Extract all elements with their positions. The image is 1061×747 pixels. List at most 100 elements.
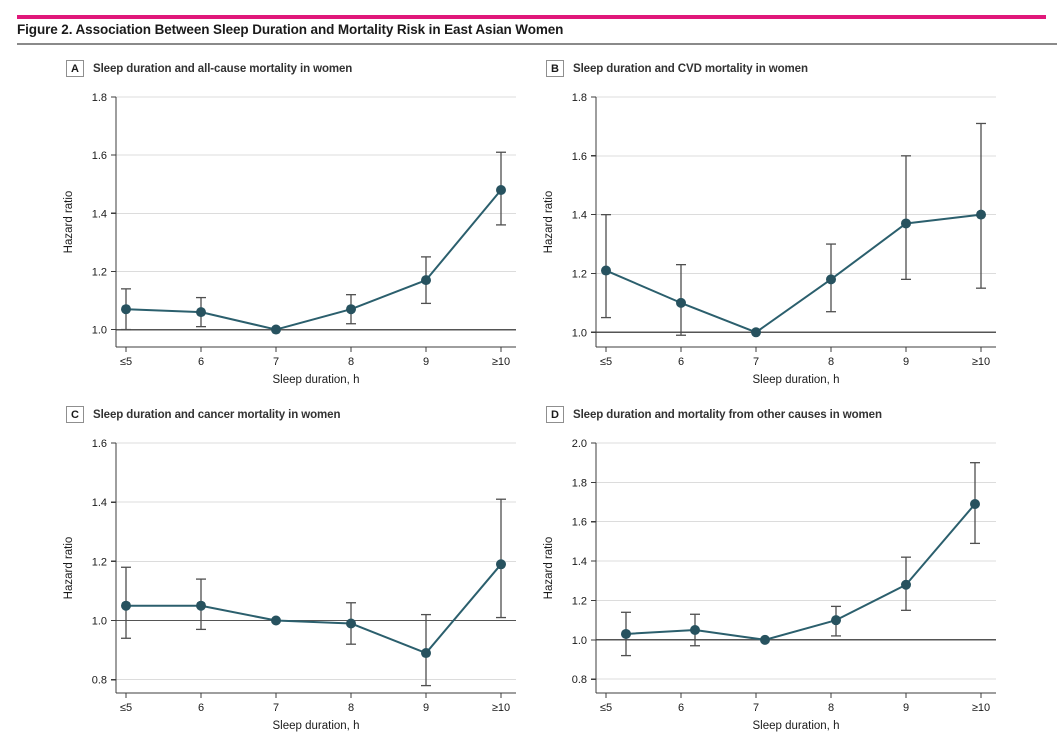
x-tick-label: ≤5 xyxy=(120,702,132,714)
y-tick-label: 1.0 xyxy=(92,325,107,337)
data-point-marker xyxy=(901,579,911,590)
x-axis-title: Sleep duration, h xyxy=(273,374,360,386)
panel-d-letter: D xyxy=(546,406,564,423)
data-point-marker xyxy=(760,634,770,645)
data-point-marker xyxy=(121,600,131,611)
panel-a: A Sleep duration and all-cause mortality… xyxy=(58,56,536,398)
y-tick-label: 1.2 xyxy=(92,266,107,278)
y-tick-label: 1.0 xyxy=(572,635,587,647)
series-line xyxy=(125,189,502,331)
y-tick-label: 1.0 xyxy=(92,616,107,628)
panel-a-letter: A xyxy=(66,60,84,77)
y-tick-label: 1.8 xyxy=(92,92,107,104)
y-axis-title: Hazard ratio xyxy=(543,537,555,600)
panel-c: C Sleep duration and cancer mortality in… xyxy=(58,402,536,744)
data-point-marker xyxy=(346,304,356,315)
x-tick-label: 8 xyxy=(828,356,834,368)
y-tick-label: 0.8 xyxy=(92,675,107,687)
data-point-marker xyxy=(751,327,761,338)
panel-c-chart: 0.8 1.0 1.2 1.4 1.6 ≤5 6 7 8 9 ≥10 Sleep duration, … xyxy=(63,438,516,732)
y-tick-label: 1.4 xyxy=(92,208,107,220)
y-axis-title: Hazard ratio xyxy=(63,537,75,600)
series-line xyxy=(625,503,976,641)
y-tick-label: 1.6 xyxy=(92,150,107,162)
panel-c-header: C Sleep duration and cancer mortality in… xyxy=(66,406,340,423)
panel-a-header: A Sleep duration and all-cause mortality… xyxy=(66,60,352,77)
data-point-marker xyxy=(121,304,131,315)
x-tick-label: 8 xyxy=(348,702,354,714)
x-tick-label: 6 xyxy=(198,702,204,714)
data-point-marker xyxy=(421,275,431,286)
y-tick-label: 1.2 xyxy=(572,595,587,607)
panel-d: D Sleep duration and mortality from othe… xyxy=(538,402,1016,744)
x-tick-label: 6 xyxy=(198,356,204,368)
panel-b-header: B Sleep duration and CVD mortality in wo… xyxy=(546,60,808,77)
y-tick-label: 2.0 xyxy=(572,438,587,450)
y-tick-label: 1.6 xyxy=(92,438,107,450)
data-point-marker xyxy=(496,185,506,196)
x-tick-label: 7 xyxy=(753,356,759,368)
panel-b-chart: 1.0 1.2 1.4 1.6 1.8 ≤5 6 7 8 9 ≥10 Sleep duration, … xyxy=(543,92,996,386)
x-axis-title: Sleep duration, h xyxy=(753,374,840,386)
x-tick-label: 7 xyxy=(273,356,279,368)
x-tick-label: ≥10 xyxy=(492,702,510,714)
y-tick-label: 1.6 xyxy=(572,151,587,163)
y-tick-label: 1.4 xyxy=(572,556,587,568)
accent-rule xyxy=(17,15,1046,19)
y-tick-label: 1.4 xyxy=(572,210,587,222)
panel-a-chart: 1.0 1.2 1.4 1.6 1.8 ≤5 6 7 8 9 ≥10 Sleep duration, … xyxy=(63,92,516,386)
y-tick-label: 1.6 xyxy=(572,517,587,529)
x-tick-label: 6 xyxy=(678,356,684,368)
data-point-marker xyxy=(690,625,700,636)
y-tick-label: 1.4 xyxy=(92,497,107,509)
panel-c-letter: C xyxy=(66,406,84,423)
data-point-marker xyxy=(831,615,841,626)
x-tick-label: 7 xyxy=(753,702,759,714)
x-tick-label: 9 xyxy=(903,702,909,714)
y-tick-label: 1.0 xyxy=(572,327,587,339)
panel-b-title: Sleep duration and CVD mortality in wome… xyxy=(573,62,808,75)
data-point-marker xyxy=(196,307,206,318)
y-tick-label: 1.8 xyxy=(572,477,587,489)
figure-title: Figure 2. Association Between Sleep Dura… xyxy=(17,22,564,37)
panel-b: B Sleep duration and CVD mortality in wo… xyxy=(538,56,1016,398)
x-tick-label: 6 xyxy=(678,702,684,714)
data-point-marker xyxy=(196,600,206,611)
x-tick-label: ≤5 xyxy=(120,356,132,368)
y-axis-title: Hazard ratio xyxy=(543,191,555,254)
data-point-marker xyxy=(346,618,356,629)
y-tick-label: 1.2 xyxy=(572,268,587,280)
x-tick-label: ≥10 xyxy=(492,356,510,368)
y-tick-label: 1.2 xyxy=(92,556,107,568)
panel-d-chart: 0.8 1.0 1.2 1.4 1.6 1.8 2.0 ≤5 6 7 8 9 ≥10 Sleep dura… xyxy=(543,438,996,732)
data-point-marker xyxy=(970,499,980,510)
data-point-marker xyxy=(621,628,631,639)
x-tick-label: 8 xyxy=(828,702,834,714)
data-point-marker xyxy=(421,648,431,659)
data-point-marker xyxy=(271,324,281,335)
data-point-marker xyxy=(826,274,836,285)
panel-b-letter: B xyxy=(546,60,564,77)
x-tick-label: 7 xyxy=(273,702,279,714)
x-axis-title: Sleep duration, h xyxy=(273,720,360,732)
series-line xyxy=(126,563,502,655)
x-tick-label: 9 xyxy=(423,702,429,714)
x-tick-label: ≤5 xyxy=(600,356,612,368)
data-point-marker xyxy=(601,265,611,276)
series-line xyxy=(605,213,982,334)
data-point-marker xyxy=(271,615,281,626)
data-point-marker xyxy=(496,559,506,570)
panel-c-title: Sleep duration and cancer mortality in w… xyxy=(93,408,341,421)
panel-a-title: Sleep duration and all-cause mortality i… xyxy=(93,62,353,75)
divider-rule xyxy=(17,43,1057,45)
y-tick-label: 0.8 xyxy=(572,674,587,686)
x-tick-label: 9 xyxy=(903,356,909,368)
x-tick-label: 9 xyxy=(423,356,429,368)
panel-d-header: D Sleep duration and mortality from othe… xyxy=(546,406,882,423)
data-point-marker xyxy=(676,297,686,308)
x-tick-label: ≥10 xyxy=(972,356,990,368)
y-tick-label: 1.8 xyxy=(572,92,587,104)
x-tick-label: 8 xyxy=(348,356,354,368)
data-point-marker xyxy=(901,218,911,229)
